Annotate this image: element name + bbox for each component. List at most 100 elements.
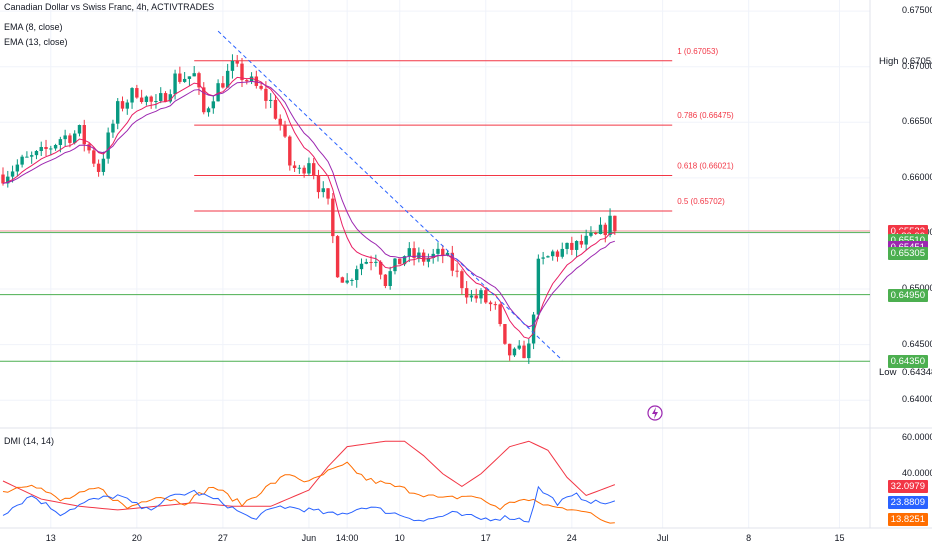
candle-body (388, 271, 392, 287)
time-tick-label: 20 (131, 533, 142, 543)
price-marker-value: 0.67051 (902, 56, 932, 68)
candle-body (116, 101, 120, 124)
candle-body (555, 251, 560, 257)
candle-body (546, 256, 550, 258)
time-tick-label: 17 (480, 533, 491, 543)
candle-body (517, 345, 521, 349)
candle-body (335, 236, 340, 278)
trendline[interactable] (217, 30, 563, 361)
candle-body (570, 242, 574, 250)
candle-body (613, 215, 617, 232)
candle-body (359, 263, 364, 270)
chart-title: Canadian Dollar vs Swiss Franc, 4h, ACTI… (4, 2, 215, 12)
candle-body (355, 269, 359, 280)
dmi-pane (2, 440, 616, 524)
candle-body (436, 248, 440, 254)
support-price-tag: 0.65305 (887, 247, 928, 261)
candle-body (474, 295, 478, 299)
candle-body (512, 348, 517, 356)
time-tick-label: 15 (834, 533, 845, 543)
ema8-legend[interactable]: EMA (8, close) (4, 22, 63, 32)
support-price-tag: 0.64950 (887, 288, 928, 302)
candle-body (312, 163, 316, 176)
di-plus-line (2, 485, 616, 523)
dmi-tick-label: 40.0000 (902, 467, 932, 478)
candle-body (417, 252, 421, 258)
candle-body (431, 253, 435, 259)
candle-body (159, 93, 163, 101)
candle-body (135, 88, 139, 98)
candle-body (264, 88, 268, 101)
time-tick-label: 13 (45, 533, 56, 543)
candle-body (211, 101, 216, 109)
candle-body (197, 73, 201, 88)
candle-body (551, 251, 555, 257)
horizontal-lines[interactable] (0, 230, 870, 362)
time-tick-label: Jun (301, 533, 317, 543)
candle-body (168, 94, 172, 102)
candle-body (407, 248, 411, 257)
di-minus-line (2, 461, 615, 524)
candle-body (53, 145, 58, 149)
dmi-legend[interactable]: DMI (14, 14) (4, 436, 55, 446)
candle-body (202, 87, 206, 113)
candle-body (149, 96, 153, 102)
trendline-line (217, 30, 563, 361)
candle-body (44, 146, 48, 149)
lightning-icon[interactable] (647, 405, 663, 421)
candle-body (412, 248, 416, 258)
candle-body (278, 118, 282, 125)
candle-body (307, 163, 311, 174)
fib-level-label: 0.786 (0.66475) (677, 111, 734, 120)
candle-body (598, 224, 603, 234)
candle-body (445, 252, 450, 256)
candle-body (230, 60, 235, 71)
ema13-legend[interactable]: EMA (13, close) (4, 37, 68, 47)
candle-body (479, 290, 483, 299)
candle-body (331, 198, 335, 237)
adx-value-tag: 32.0979 (887, 479, 928, 493)
candle-body (49, 148, 53, 150)
candle-body (340, 277, 345, 283)
candle-body (488, 302, 493, 305)
candle-body (316, 175, 321, 193)
candlestick-series (1, 54, 617, 364)
candle-body (574, 241, 579, 250)
candle-body (125, 102, 129, 109)
fib-level-label: 0.618 (0.66021) (677, 162, 734, 171)
fib-level-label: 0.5 (0.65702) (677, 197, 725, 206)
candle-body (455, 270, 459, 272)
time-tick-label: Jul (656, 533, 669, 543)
candle-body (584, 235, 588, 245)
ema-lines (2, 76, 616, 340)
candle-body (273, 99, 278, 119)
candle-body (101, 158, 106, 172)
candle-body (527, 343, 531, 359)
candle-body (498, 304, 502, 325)
candle-body (589, 232, 593, 236)
candle-body (187, 76, 192, 79)
ema8-line (2, 76, 615, 340)
candle-body (15, 164, 20, 172)
candle-body (216, 83, 220, 102)
candle-body (249, 76, 254, 82)
candle-body (111, 123, 115, 133)
candle-body (503, 324, 507, 344)
price-tick-label: 0.64500 (902, 338, 932, 349)
candle-body (283, 124, 287, 137)
candle-body (350, 279, 354, 281)
candle-body (106, 132, 110, 159)
candle-body (92, 150, 96, 164)
time-tick-label: 24 (566, 533, 577, 543)
candle-body (288, 136, 292, 166)
candle-body (493, 304, 498, 306)
candle-body (82, 125, 86, 145)
fibonacci-retracement[interactable]: 1 (0.67053) 0.786 (0.66475) 0.618 (0.66021… (194, 47, 734, 212)
candle-body (235, 60, 239, 64)
candle-body (507, 343, 512, 356)
adx-line (2, 440, 616, 511)
candle-body (1, 174, 5, 184)
time-tick-label: 27 (217, 533, 228, 543)
